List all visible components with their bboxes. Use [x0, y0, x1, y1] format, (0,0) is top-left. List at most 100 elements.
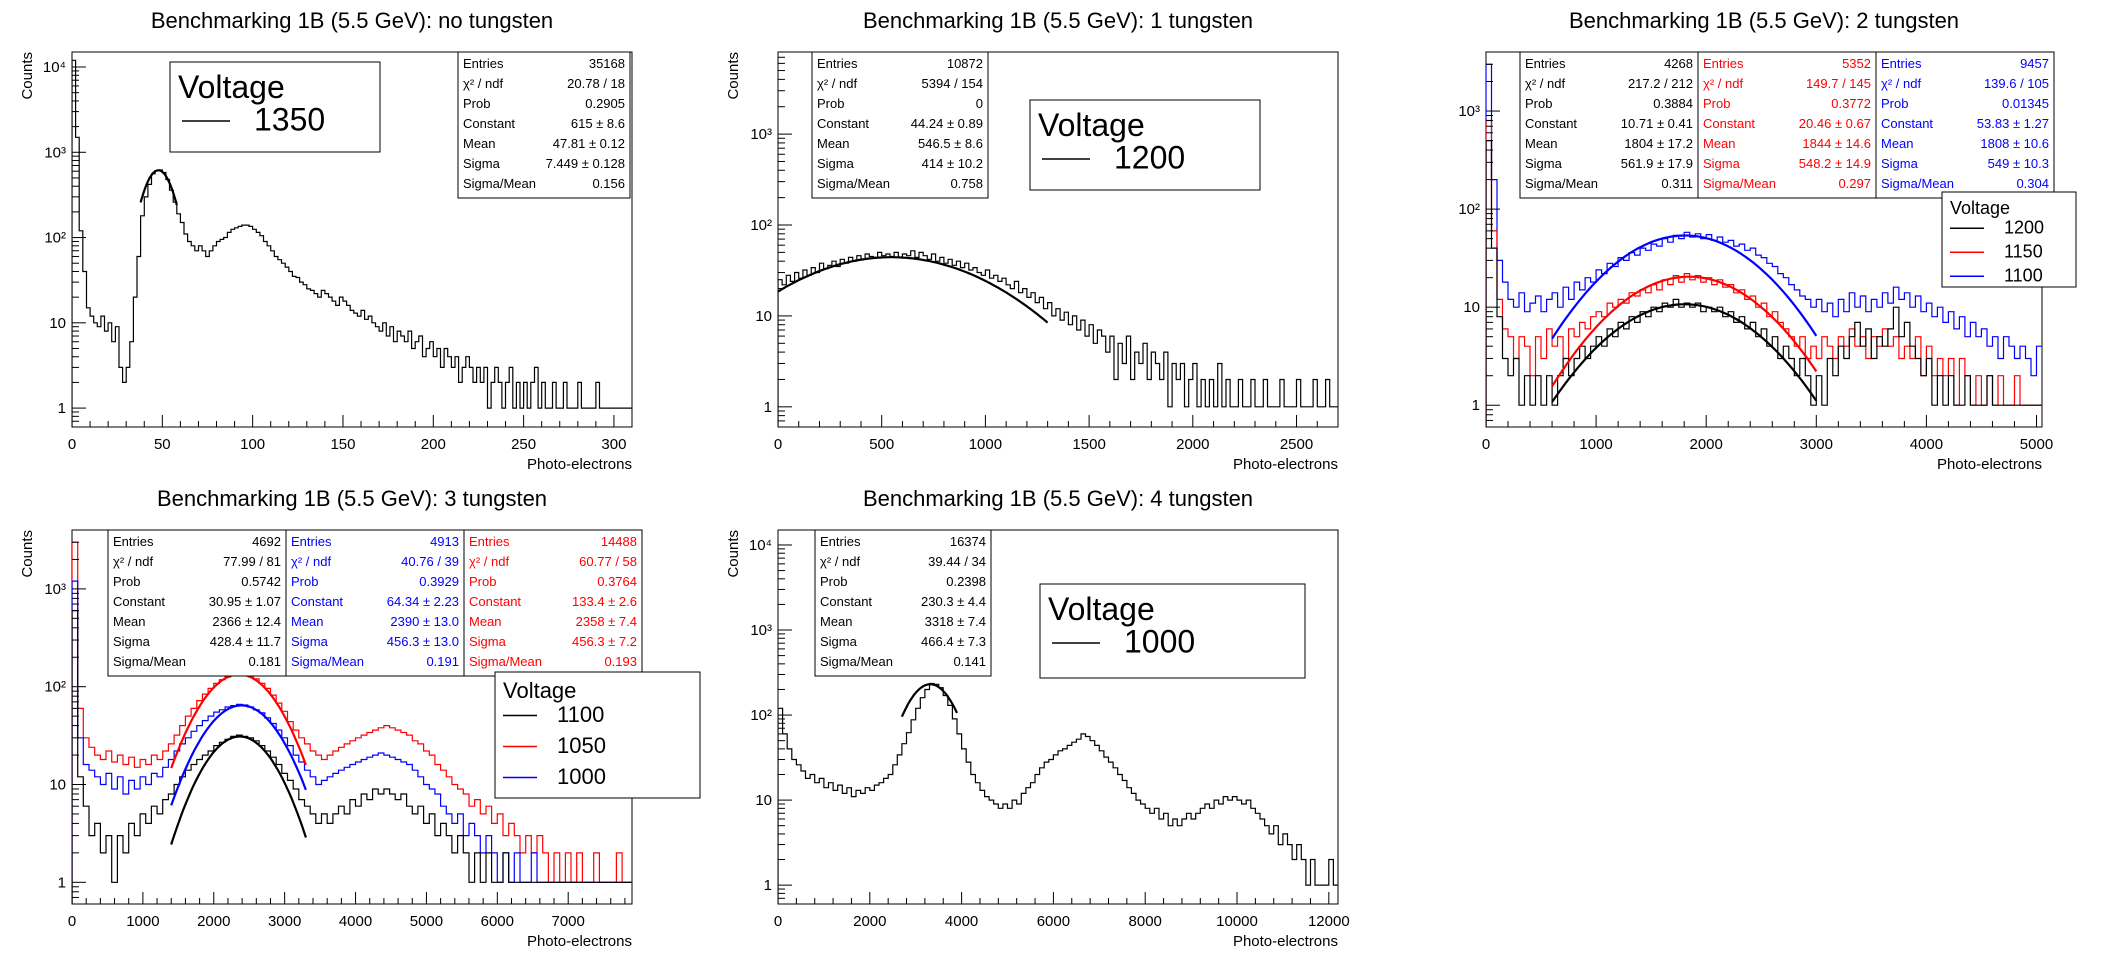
x-axis-label: Photo-electrons: [527, 933, 632, 950]
stats-value: 60.77 / 58: [579, 554, 637, 569]
stats-value: 548.2 ± 14.9: [1799, 156, 1871, 171]
stats-value: 39.44 / 34: [928, 554, 986, 569]
x-tick-label: 2000: [197, 913, 230, 930]
legend-frame: [1941, 191, 2077, 288]
stats-value: 0.181: [248, 654, 281, 669]
stats-box-frame: [463, 529, 643, 677]
stats-label: Prob: [820, 574, 847, 589]
x-tick-label: 7000: [552, 913, 585, 930]
stats-label: Prob: [1525, 96, 1552, 111]
y-axis-label: Counts: [725, 530, 742, 578]
legend-title: Voltage: [1048, 591, 1155, 627]
stats-label: Prob: [817, 96, 844, 111]
stats-value: 20.78 / 18: [567, 76, 625, 91]
stats-value: 414 ± 10.2: [922, 156, 983, 171]
stats-label: Entries: [1881, 56, 1922, 71]
panel-1: Benchmarking 1B (5.5 GeV): no tungsten 0 5…: [19, 8, 633, 473]
stats-value: 0.3764: [597, 574, 637, 589]
y-tick-label: 10⁴: [43, 59, 66, 76]
stats-label: Constant: [1703, 116, 1755, 131]
stats-label: Entries: [113, 534, 154, 549]
legend-title: Voltage: [503, 678, 576, 703]
x-tick-label: 250: [511, 436, 536, 453]
histogram-1000: [72, 580, 632, 904]
stats-label: χ² / ndf: [817, 76, 857, 91]
stats-value: 4692: [252, 534, 281, 549]
x-tick-label: 300: [601, 436, 626, 453]
stats-label: Sigma: [817, 156, 855, 171]
x-tick-label: 6000: [481, 913, 514, 930]
panel-5: Benchmarking 1B (5.5 GeV): 4 tungsten 0 20…: [725, 486, 1350, 950]
y-tick-label: 10³: [1458, 103, 1480, 120]
x-tick-label: 2000: [1176, 436, 1209, 453]
stats-box-frame: [811, 51, 989, 199]
stats-value: 1808 ± 10.6: [1980, 136, 2049, 151]
stats-label: Sigma: [113, 634, 151, 649]
x-tick-label: 150: [330, 436, 355, 453]
stats-value: 7.449 ± 0.128: [546, 156, 625, 171]
stats-label: Constant: [291, 594, 343, 609]
stats-label: Mean: [463, 136, 496, 151]
stats-value: 3318 ± 7.4: [925, 614, 986, 629]
y-tick-label: 1: [58, 874, 66, 891]
x-tick-label: 2000: [853, 913, 886, 930]
stats-value: 2358 ± 7.4: [576, 614, 637, 629]
stats-value: 64.34 ± 2.23: [387, 594, 459, 609]
stats-label: Prob: [291, 574, 318, 589]
stats-value: 0.156: [592, 176, 625, 191]
stats-value: 47.81 ± 0.12: [553, 136, 625, 151]
stats-value: 1844 ± 14.6: [1802, 136, 1871, 151]
stats-box: Entries 10872 χ² / ndf 5394 / 154 Prob 0 Const…: [811, 51, 989, 199]
stats-value: 10872: [947, 56, 983, 71]
histogram-1150: [1486, 119, 2042, 427]
stats-box: Entries 35168 χ² / ndf 20.78 / 18 Prob 0.2905…: [457, 51, 631, 199]
stats-label: Sigma/Mean: [113, 654, 186, 669]
stats-value: 53.83 ± 1.27: [1977, 116, 2049, 131]
stats-value: 133.4 ± 2.6: [572, 594, 637, 609]
y-tick-label: 1: [764, 399, 772, 416]
stats-label: Mean: [817, 136, 850, 151]
stats-label: Entries: [1525, 56, 1566, 71]
stats-label: Constant: [113, 594, 165, 609]
stats-label: Sigma: [291, 634, 329, 649]
stats-label: Prob: [469, 574, 496, 589]
histogram-1200: [1486, 140, 2042, 427]
stats-box-frame: [1697, 51, 1877, 199]
legend-frame: [169, 61, 381, 153]
stats-box-frame: [457, 51, 631, 199]
x-tick-label: 1500: [1072, 436, 1105, 453]
stats-label: χ² / ndf: [291, 554, 331, 569]
stats-label: Mean: [820, 614, 853, 629]
stats-label: Sigma/Mean: [291, 654, 364, 669]
stats-value: 0.2398: [946, 574, 986, 589]
x-tick-label: 2000: [1690, 436, 1723, 453]
stats-label: Mean: [1525, 136, 1558, 151]
y-tick-label: 10³: [44, 581, 66, 598]
stats-value: 561.9 ± 17.9: [1621, 156, 1693, 171]
x-tick-label: 1000: [969, 436, 1002, 453]
stats-label: Sigma: [1703, 156, 1741, 171]
stats-value: 0.311: [1661, 176, 1693, 191]
histogram-1100: [72, 610, 632, 904]
chart-title: Benchmarking 1B (5.5 GeV): 1 tungsten: [863, 8, 1253, 33]
x-tick-label: 1000: [126, 913, 159, 930]
x-tick-label: 50: [154, 436, 171, 453]
stats-box: Entries 5352 χ² / ndf 149.7 / 145 Prob 0.3772…: [1697, 51, 1877, 199]
stats-label: Entries: [820, 534, 861, 549]
stats-label: Sigma/Mean: [1703, 176, 1776, 191]
chart-title: Benchmarking 1B (5.5 GeV): 2 tungsten: [1569, 8, 1959, 33]
stats-label: Sigma: [469, 634, 507, 649]
stats-value: 2366 ± 12.4: [212, 614, 281, 629]
stats-value: 4268: [1664, 56, 1693, 71]
stats-label: Sigma: [463, 156, 501, 171]
chart-title: Benchmarking 1B (5.5 GeV): 3 tungsten: [157, 486, 547, 511]
x-tick-label: 5000: [410, 913, 443, 930]
stats-label: χ² / ndf: [463, 76, 503, 91]
stats-value: 5394 / 154: [922, 76, 983, 91]
stats-value: 0.3772: [1831, 96, 1871, 111]
y-axis-label: Counts: [19, 52, 36, 100]
stats-label: χ² / ndf: [113, 554, 153, 569]
